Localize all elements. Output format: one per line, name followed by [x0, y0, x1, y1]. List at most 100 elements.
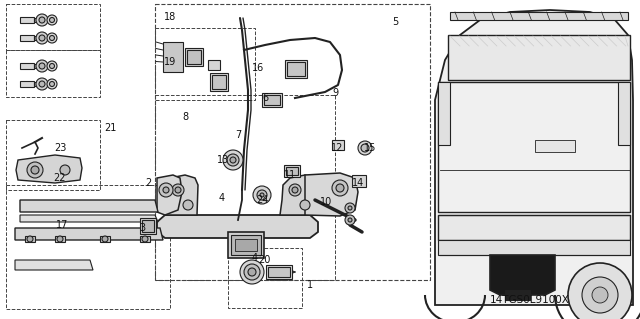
Bar [20, 63, 34, 69]
Bar [287, 62, 305, 76]
Polygon shape [305, 173, 358, 216]
Bar [185, 48, 203, 66]
Circle shape [60, 165, 70, 175]
Bar [140, 218, 156, 234]
Circle shape [582, 277, 618, 313]
Circle shape [47, 33, 57, 43]
Circle shape [345, 215, 355, 225]
Circle shape [348, 218, 352, 222]
Text: 22: 22 [54, 173, 67, 183]
Text: 11: 11 [284, 170, 296, 180]
Bar [25, 236, 35, 242]
Circle shape [49, 35, 54, 41]
Bar [438, 82, 630, 212]
Circle shape [49, 81, 54, 86]
Circle shape [257, 190, 267, 200]
Polygon shape [20, 215, 158, 222]
Text: 19: 19 [164, 57, 176, 67]
Circle shape [568, 263, 632, 319]
Text: 4: 4 [219, 193, 225, 203]
Polygon shape [162, 175, 198, 215]
Circle shape [227, 154, 239, 166]
Bar [535, 140, 575, 152]
Circle shape [253, 186, 271, 204]
Text: 16: 16 [252, 63, 264, 73]
Circle shape [223, 150, 243, 170]
Text: 6: 6 [262, 93, 268, 103]
Text: 4: 4 [252, 253, 258, 263]
Polygon shape [490, 255, 555, 295]
Polygon shape [20, 200, 158, 212]
Bar [34, 64, 38, 68]
Circle shape [289, 184, 301, 196]
Text: 10: 10 [320, 197, 332, 207]
Text: 18: 18 [164, 12, 176, 22]
Polygon shape [15, 260, 93, 270]
Bar [285, 60, 307, 78]
Circle shape [47, 79, 57, 89]
Text: 21: 21 [104, 123, 116, 133]
Circle shape [230, 157, 236, 163]
Circle shape [36, 60, 48, 72]
Bar [55, 236, 65, 242]
Text: 7: 7 [235, 130, 241, 140]
Text: 14TGS0L9100X: 14TGS0L9100X [490, 295, 570, 305]
Circle shape [27, 162, 43, 178]
Bar [235, 239, 257, 251]
Circle shape [36, 32, 48, 44]
Bar [34, 82, 38, 86]
Bar [187, 50, 201, 64]
Bar [163, 42, 183, 72]
Bar [268, 267, 290, 277]
Circle shape [39, 81, 45, 87]
Bar [34, 18, 38, 22]
Text: 1: 1 [307, 280, 313, 290]
Bar [505, 290, 530, 300]
Circle shape [592, 287, 608, 303]
Circle shape [332, 180, 348, 196]
Bar [6, 4, 100, 50]
Bar [284, 165, 300, 177]
Circle shape [292, 187, 298, 193]
Bar [20, 81, 34, 87]
Circle shape [175, 187, 181, 193]
Text: 15: 15 [364, 143, 376, 153]
Bar [6, 185, 170, 309]
Bar [210, 73, 228, 91]
Bar [140, 236, 150, 242]
Bar [228, 248, 302, 308]
Text: 14: 14 [352, 178, 364, 188]
Circle shape [163, 187, 169, 193]
Text: 13: 13 [217, 155, 229, 165]
Text: 2: 2 [145, 178, 151, 188]
Circle shape [47, 61, 57, 71]
Circle shape [248, 268, 256, 276]
Bar [264, 95, 280, 105]
Bar [231, 235, 261, 255]
Circle shape [345, 203, 355, 213]
Bar [20, 35, 34, 41]
Bar [20, 17, 34, 23]
Text: 23: 23 [54, 143, 66, 153]
Circle shape [142, 236, 148, 242]
Circle shape [159, 183, 173, 197]
Bar [438, 240, 630, 255]
Circle shape [183, 200, 193, 210]
Bar [262, 93, 282, 107]
Circle shape [358, 141, 372, 155]
Polygon shape [438, 82, 450, 145]
Polygon shape [280, 175, 318, 215]
Circle shape [36, 14, 48, 26]
Circle shape [39, 63, 45, 69]
Bar [34, 36, 38, 40]
Polygon shape [448, 35, 630, 80]
Bar [212, 75, 226, 89]
Text: 12: 12 [331, 143, 343, 153]
Polygon shape [157, 175, 182, 215]
Circle shape [361, 144, 369, 152]
Text: 3: 3 [139, 223, 145, 233]
Circle shape [47, 15, 57, 25]
Circle shape [39, 35, 45, 41]
Bar [142, 220, 154, 232]
Circle shape [240, 260, 264, 284]
